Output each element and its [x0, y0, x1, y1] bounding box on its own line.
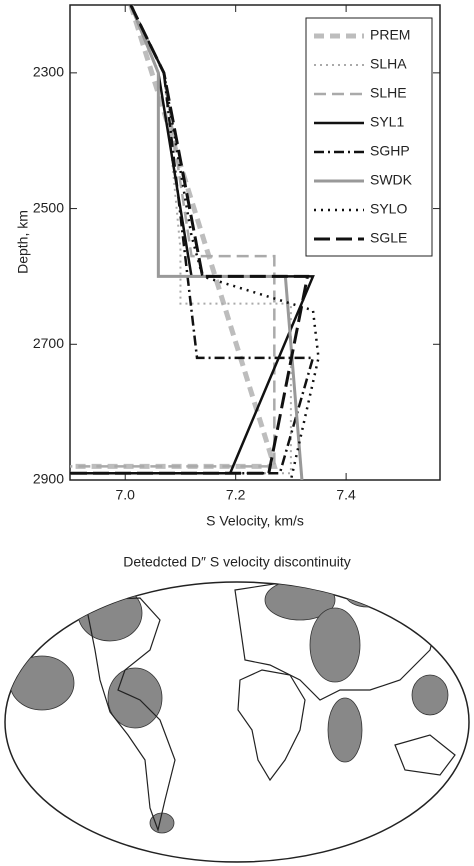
plot-frame [69, 4, 441, 481]
legend-label: SYLO [370, 201, 407, 217]
world-map [4, 581, 470, 863]
legend-label: SWDK [370, 172, 413, 188]
y-tick-label: 2300 [33, 64, 64, 80]
series-line [70, 5, 276, 468]
x-tick-label: 7.2 [226, 487, 246, 503]
series-line [70, 5, 310, 475]
map-outline [4, 581, 470, 863]
series-line [70, 5, 315, 475]
y-axis-label: Depth, km [15, 210, 31, 274]
series-line [70, 5, 292, 475]
series-line [70, 5, 278, 469]
series-line [129, 5, 304, 480]
y-tick-label: 2900 [33, 471, 64, 487]
y-tick-label: 2500 [33, 199, 64, 215]
x-tick-label: 7.0 [115, 487, 135, 503]
series-line [70, 5, 315, 475]
x-tick-label: 7.4 [336, 487, 356, 503]
map-title: Detedcted D″ S velocity discontinuity [123, 554, 351, 570]
y-tick-label: 2700 [33, 335, 64, 351]
legend-label: SGLE [370, 230, 407, 246]
legend-label: SLHE [370, 85, 407, 101]
legend-label: PREM [370, 27, 410, 43]
x-axis-label: S Velocity, km/s [206, 513, 304, 529]
legend-label: SYL1 [370, 114, 404, 130]
legend-label: SLHA [370, 56, 407, 72]
legend-label: SGHP [370, 143, 410, 159]
legend-box [305, 17, 433, 257]
